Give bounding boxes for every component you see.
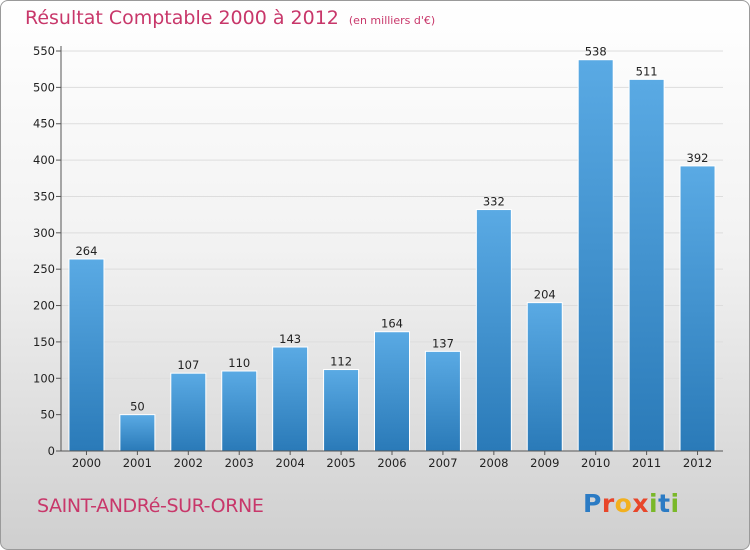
x-tick-label-2000: 2000: [72, 456, 101, 470]
y-tick-label: 250: [33, 262, 55, 276]
logo-letter: t: [658, 489, 671, 518]
bar-2009: [526, 302, 563, 452]
logo-letter: o: [614, 489, 633, 518]
x-tick-label-2002: 2002: [174, 456, 203, 470]
value-label-2001: 50: [130, 400, 145, 414]
value-label-2005: 112: [330, 355, 352, 369]
y-tick-label: 350: [33, 189, 55, 203]
bar-2007: [424, 350, 461, 452]
bar-2011: [628, 78, 665, 452]
logo-letter: i: [649, 489, 659, 518]
y-tick-label: 300: [33, 226, 55, 240]
x-tick-label-2003: 2003: [225, 456, 254, 470]
value-label-2006: 164: [381, 317, 403, 331]
bar-2000: [68, 258, 105, 452]
chart-title: Résultat Comptable 2000 à 2012 (en millie…: [25, 7, 435, 29]
proxiti-logo: Proxiti: [583, 489, 680, 518]
value-label-2004: 143: [279, 332, 301, 346]
value-label-2012: 392: [687, 151, 709, 165]
commune-name: SAINT-ANDRé-SUR-ORNE: [37, 495, 264, 517]
y-tick-label: 400: [33, 153, 55, 167]
logo-letter: P: [583, 489, 602, 518]
chart-title-text: Résultat Comptable 2000 à 2012: [25, 7, 339, 29]
y-tick-label: 450: [33, 117, 55, 131]
x-tick-label-2009: 2009: [530, 456, 559, 470]
bar-2006: [374, 331, 410, 452]
logo-letter: x: [632, 489, 649, 518]
value-label-2010: 538: [585, 45, 607, 59]
x-tick-label-2001: 2001: [123, 456, 152, 470]
y-tick-label: 500: [33, 80, 55, 94]
x-tick-label-2006: 2006: [377, 456, 406, 470]
y-tick-label: 150: [33, 335, 55, 349]
bar-2003: [221, 370, 258, 452]
bar-2005: [323, 369, 360, 452]
bar-2008: [475, 209, 512, 452]
y-tick-label: 100: [33, 371, 55, 385]
bar-2012: [679, 165, 716, 452]
bar-2010: [577, 59, 614, 452]
x-tick-label-2004: 2004: [276, 456, 305, 470]
y-tick-label: 0: [48, 444, 55, 458]
logo-letter: i: [670, 489, 680, 518]
bar-2004: [272, 346, 309, 452]
x-tick-label-2010: 2010: [581, 456, 610, 470]
x-tick-label-2012: 2012: [683, 456, 712, 470]
y-tick-label: 200: [33, 299, 55, 313]
value-label-2007: 137: [432, 336, 454, 350]
axes: 0 50 100 150 200 250 300 350 400 450 500 550: [33, 44, 723, 458]
logo-letter: r: [601, 489, 615, 518]
chart-subtitle: (en milliers d'€): [348, 14, 436, 27]
value-label-2003: 110: [228, 356, 250, 370]
x-tick-label-2007: 2007: [428, 456, 457, 470]
y-tick-label: 550: [33, 44, 55, 58]
x-tick-label-2008: 2008: [479, 456, 508, 470]
value-label-2009: 204: [534, 288, 556, 302]
x-tick-label-2011: 2011: [632, 456, 661, 470]
value-label-2002: 107: [177, 358, 199, 372]
value-label-2011: 511: [636, 64, 658, 78]
bar-2001: [119, 414, 156, 452]
bars: [68, 59, 716, 452]
x-tick-label-2005: 2005: [326, 456, 355, 470]
y-tick-label: 50: [40, 408, 55, 422]
bar-2002: [170, 372, 207, 452]
value-label-2008: 332: [483, 195, 505, 209]
labels: 264 2000 50 2001 107 2002 110 2003 143 2004 112 200…: [72, 45, 712, 470]
value-label-2000: 264: [75, 244, 97, 258]
